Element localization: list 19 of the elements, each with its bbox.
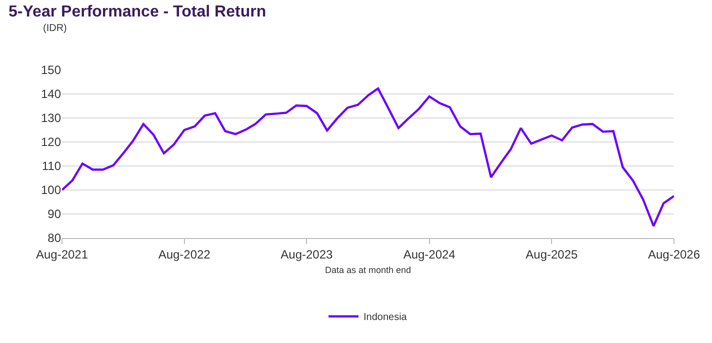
y-tick-label: 80 [48, 231, 62, 246]
x-tick-label: Aug-2022 [158, 247, 211, 262]
y-tick-label: 150 [40, 63, 62, 78]
y-tick-label: 110 [42, 159, 62, 174]
y-tick-label: 120 [40, 135, 62, 150]
x-tick-label: Aug-2026 [648, 247, 700, 262]
x-tick-label: Aug-2025 [526, 247, 578, 262]
x-axis-title: Data as at month end [324, 265, 412, 276]
y-tick-label: 140 [40, 87, 62, 102]
x-tick-label: Aug-2024 [403, 247, 456, 262]
chart-title: 5-Year Performance - Total Return [8, 3, 266, 20]
line-series [62, 87, 674, 228]
x-tick-label: Aug-2023 [280, 247, 334, 262]
x-tick-label: Aug-2021 [36, 247, 88, 262]
y-tick-label: 90 [48, 207, 62, 222]
legend-label: Indonesia [364, 312, 408, 324]
y-tick-label: 130 [40, 111, 62, 126]
y-axis-title: (IDR) [43, 23, 67, 34]
y-tick-label: 100 [40, 183, 62, 198]
